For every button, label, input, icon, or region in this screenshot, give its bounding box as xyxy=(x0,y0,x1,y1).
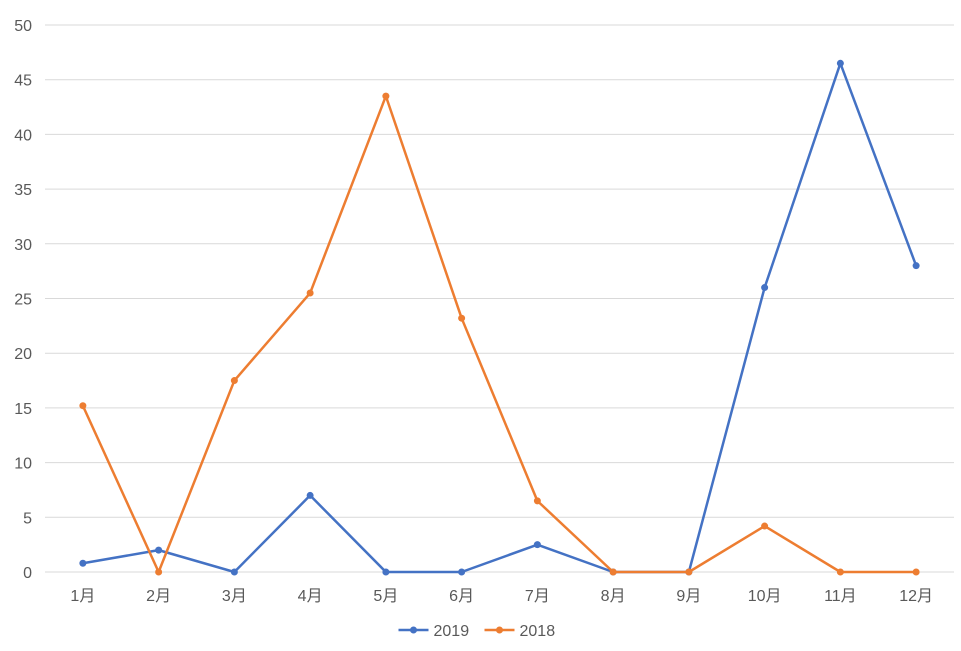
data-point xyxy=(912,262,920,270)
data-point xyxy=(155,568,163,576)
y-tick-label: 30 xyxy=(14,237,32,254)
x-tick-label: 4月 xyxy=(298,588,323,605)
data-point xyxy=(306,289,314,297)
data-point xyxy=(533,541,541,549)
legend-item-2019: 2019 xyxy=(398,623,470,640)
y-tick-label: 5 xyxy=(23,510,32,527)
data-point xyxy=(458,568,466,576)
x-tick-label: 1月 xyxy=(70,588,95,605)
data-point xyxy=(155,546,163,554)
data-point xyxy=(382,92,390,100)
y-tick-label: 0 xyxy=(23,565,32,582)
x-tick-label: 3月 xyxy=(222,588,247,605)
x-tick-label: 8月 xyxy=(601,588,626,605)
series-2019 xyxy=(79,59,920,576)
data-point xyxy=(533,497,541,505)
y-tick-label: 15 xyxy=(14,401,32,418)
gridlines xyxy=(45,24,954,573)
data-point xyxy=(306,491,314,499)
x-tick-label: 11月 xyxy=(824,588,857,605)
y-tick-label: 35 xyxy=(14,182,32,199)
x-tick-label: 6月 xyxy=(449,588,474,605)
data-point xyxy=(458,314,466,322)
x-tick-label: 5月 xyxy=(373,588,398,605)
data-point xyxy=(912,568,920,576)
y-tick-label: 40 xyxy=(14,127,32,144)
x-axis-ticks: 1月 2月 3月 4月 5月 6月 7月 8月 9月 10月 11月 12月 xyxy=(70,588,933,605)
data-point xyxy=(382,568,390,576)
legend-label: 2019 xyxy=(434,623,470,640)
x-tick-label: 10月 xyxy=(748,588,782,605)
y-tick-label: 10 xyxy=(14,456,32,473)
data-point xyxy=(761,522,769,530)
data-point xyxy=(79,559,87,567)
y-tick-label: 50 xyxy=(14,18,32,35)
y-tick-label: 20 xyxy=(14,346,32,363)
legend: 2019 2018 xyxy=(398,623,556,640)
x-tick-label: 12月 xyxy=(899,588,933,605)
y-tick-label: 25 xyxy=(14,292,32,309)
data-point xyxy=(836,59,844,67)
legend-swatch-marker xyxy=(496,626,503,634)
series-2018 xyxy=(79,92,920,576)
y-axis-ticks: 0 5 10 15 20 25 30 35 40 45 50 xyxy=(14,18,32,582)
data-point xyxy=(609,568,617,576)
series-line xyxy=(81,94,917,574)
x-tick-label: 9月 xyxy=(676,588,701,605)
data-point xyxy=(79,402,87,410)
legend-label: 2018 xyxy=(520,623,556,640)
y-tick-label: 45 xyxy=(14,73,32,90)
series-layer xyxy=(79,59,920,576)
data-point xyxy=(761,284,769,292)
legend-item-2018: 2018 xyxy=(484,623,556,640)
data-point xyxy=(230,377,238,385)
data-point xyxy=(836,568,844,576)
x-tick-label: 2月 xyxy=(146,588,171,605)
x-tick-label: 7月 xyxy=(525,588,550,605)
data-point xyxy=(230,568,238,576)
legend-swatch-marker xyxy=(410,626,417,634)
data-point xyxy=(685,568,693,576)
series-line xyxy=(82,62,918,574)
